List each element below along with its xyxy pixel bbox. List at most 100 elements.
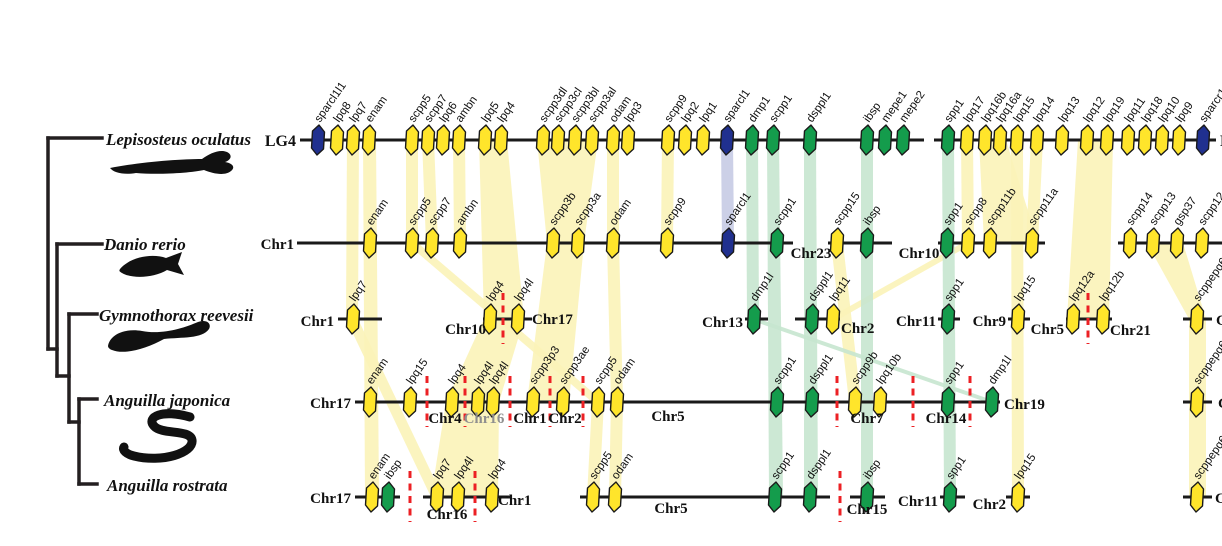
chromosome-label-chr2: Chr2 [841,321,874,337]
gene-lpq4-label: lpq4 [496,100,519,125]
synteny-figure: Lepisosteus oculatus Danio rerio Gymnothor… [40,16,1222,530]
gene-enam-glyph [362,227,378,259]
gene-scpp3p3-glyph [525,386,541,418]
species-name-eel: Anguilla japonica [103,391,231,410]
ortholog-ribbon-lpq16-column [979,140,1038,243]
gene-scpp12-label: scpp12 [1197,190,1222,227]
gene-lpq10b-glyph [872,386,888,418]
chromosome-label-chr5: Chr5 [651,409,684,425]
eel-silhouette [119,409,197,463]
gene-lpq14-glyph [1029,124,1045,156]
moray-silhouette [108,320,210,352]
gene-lpq12a-glyph [1065,303,1081,335]
chromosome-label-chr10: Chr10 [445,322,486,338]
gene-lpq10-glyph [1154,124,1170,156]
gene-lpq6-glyph [435,124,451,156]
ortholog-ribbon-lpq12-wide [1067,140,1113,319]
ortholog-ribbon-ibsp-column [861,140,873,497]
gene-scpp9b-glyph [847,386,863,418]
chromosome-label-chr7: Chr7 [850,411,884,427]
gene-dsppl1-glyph [802,481,818,513]
gene-lpq7-glyph [345,124,361,156]
ortholog-ribbon-odam-mid [607,243,623,402]
gene-lpq15-glyph [1009,124,1025,156]
ortholog-ribbon-lpq17-column [961,140,974,243]
gene-lpq19-glyph [1099,124,1115,156]
gene-sparcr1-label: sparcr1 [1198,86,1222,124]
gene-lpq8-glyph [329,124,345,156]
chromosome-label-chr2: Chr2 [973,497,1006,513]
gene-lpq4-glyph [444,386,460,418]
gene-gsp37-glyph [1169,227,1185,259]
gene-lpq15-glyph [1010,481,1026,513]
gene-spp1-glyph [940,303,956,335]
gene-dmp1l-glyph [984,386,1000,418]
gene-mepe1-glyph [877,124,893,156]
chromosome-label-chr17: Chr17 [310,396,351,412]
gene-odam-glyph [605,227,621,259]
gene-scpp3b-glyph [545,227,561,259]
gene-lpq18-glyph [1137,124,1153,156]
gene-ambn-glyph [452,227,468,259]
ortholog-ribbon-lpq7-diagonal [346,319,443,497]
zebrafish-silhouette [119,252,184,277]
ortholog-ribbon-scpp9-column [661,140,674,243]
ortholog-ribbon-odam-column [607,140,619,243]
gene-lpq2-glyph [677,124,693,156]
gene-lpq4-glyph [493,124,509,156]
chromosome-label-chr18: Chr18 [1218,396,1222,412]
gene-lpq4l-glyph [450,481,466,513]
gene-ibsp-glyph [859,481,875,513]
gene-enam-glyph [362,386,378,418]
ortholog-ribbon-scpp3-group-upper [537,140,598,243]
ortholog-ribbon-scppepq6-diagonal [1147,243,1206,319]
gene-odam-glyph [609,386,625,418]
gene-lpq19-label: lpq19 [1102,95,1128,125]
gar-silhouette [110,150,234,174]
gene-dmp1l-label: dmp1l [987,354,1015,387]
gene-scpp3a-glyph [570,227,586,259]
chromosome-label-chr1: Chr1 [301,314,334,330]
chromosome-label-chr10: Chr10 [899,246,940,262]
gene-lpq12-glyph [1079,124,1095,156]
chromosome-label-chr5: Chr5 [654,501,687,517]
ortholog-ribbon-scpp7-column [422,140,438,243]
chromosome-label-chr19: Chr19 [1004,397,1045,413]
gene-dmp1-glyph [744,124,760,156]
gene-lpq13-label: lpq13 [1057,95,1083,125]
chromosome-label-chr14: Chr14 [926,411,967,427]
ortholog-ribbon-dmp1-column [746,140,759,319]
gene-scpp3cl-glyph [550,124,566,156]
gene-lpq12b-glyph [1095,303,1111,335]
gene-enam-glyph [361,124,377,156]
gene-scppepq6-label: scppepq6 [1192,256,1222,304]
gene-scpp5-glyph [590,386,606,418]
species-name-none: Anguilla rostrata [106,476,228,495]
gene-scpp5-glyph [404,124,420,156]
gene-ibsp-glyph [859,124,875,156]
gene-scpp14-glyph [1122,227,1138,259]
ortholog-ribbon-lpq14-column [1026,140,1043,243]
gene-lpq17-glyph [959,124,975,156]
gene-lpq3-glyph [620,124,636,156]
gene-lpq4-glyph [484,481,500,513]
ortholog-ribbon-odam-lower [609,402,623,497]
gene-scpp1-label: scpp1 [768,93,795,125]
gene-scpp13-glyph [1145,227,1161,259]
synteny-svg: Lepisosteus oculatus Danio rerio Gymnothor… [46,80,1222,523]
gene-scpp7-glyph [424,227,440,259]
chromosome-label-chr8: Chr8 [1215,491,1222,507]
species-name-moray: Gymnothorax reevesii [99,306,254,325]
chromosome-label-chr13: Chr13 [702,315,743,331]
gene-mepe2-glyph [895,124,911,156]
chromosome-label-chr11: Chr11 [898,494,938,510]
gene-sparcl1-glyph [720,227,736,259]
gene-scpp5-glyph [404,227,420,259]
gene-scppepq6-glyph [1189,481,1205,513]
gene-lpq7-glyph [345,303,361,335]
gene-spp1-glyph [940,386,956,418]
gene-scpp12-glyph [1194,227,1210,259]
gene-spp1-label: spp1 [943,97,967,124]
gene-scppepq6-glyph [1189,386,1205,418]
ortholog-ribbon-scpp5-lower [587,402,604,497]
